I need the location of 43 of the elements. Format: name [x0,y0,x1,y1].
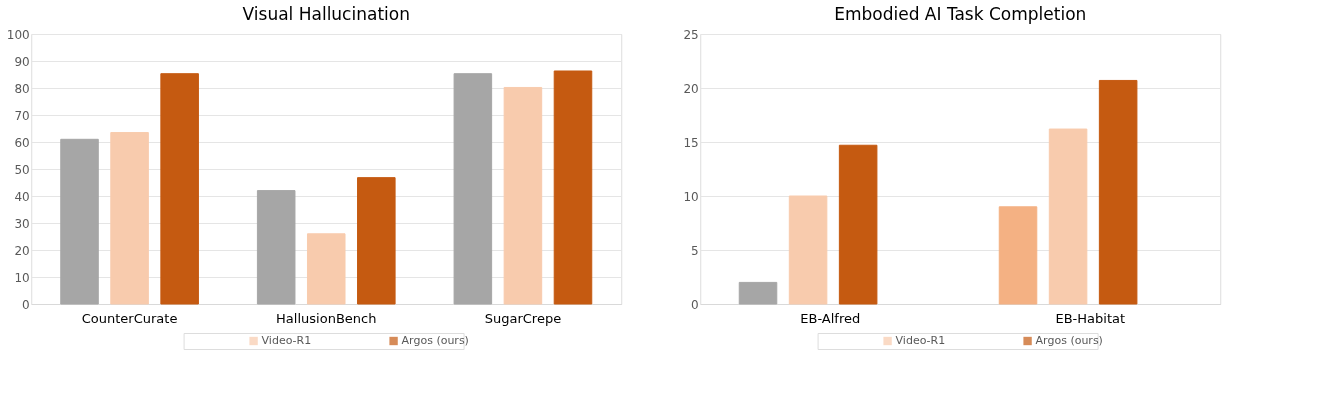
bar [60,138,99,305]
y-tick-label: 100 [6,27,30,42]
bar [306,233,346,305]
y-tick-label: 80 [14,81,30,96]
y-tick-label: 20 [683,81,699,96]
bar [1048,128,1088,305]
bar [256,190,296,305]
bar [738,281,778,305]
y-tick-label: 60 [14,135,30,150]
bar [453,73,493,305]
x-tick-label: SugarCrepe [484,310,562,326]
chart-title: Embodied AI Task Completion [834,4,1087,24]
y-tick-label: 5 [691,243,699,258]
y-tick-label: 20 [14,243,30,258]
bar [838,144,878,305]
chart-title: Visual Hallucination [242,4,410,24]
y-tick-label: 25 [683,27,699,42]
legend-label: Video-R1 [895,334,946,347]
y-tick-label: 10 [683,189,699,204]
legend-label: Argos (ours) [401,334,469,347]
x-tick-label: CounterCurate [81,310,178,326]
bar [160,73,199,305]
y-tick-label: 70 [14,108,30,123]
y-tick-label: 0 [22,297,30,312]
y-tick-label: 15 [683,135,699,150]
y-tick-label: 30 [14,216,30,231]
bar [788,195,828,305]
legend-label: Video-R1 [261,334,312,347]
y-tick-label: 40 [14,189,30,204]
x-tick-label: EB-Alfred [800,310,861,326]
y-tick-label: 90 [14,54,30,69]
y-tick-label: 0 [691,297,699,312]
bar [553,70,593,305]
y-tick-label: 10 [14,270,30,285]
bar [110,132,149,305]
x-tick-label: EB-Habitat [1055,310,1126,326]
bar [1098,79,1138,305]
y-tick-label: 50 [14,162,30,177]
bar [357,177,396,305]
bar [503,86,543,305]
bar [998,206,1038,305]
legend-label: Argos (ours) [1035,334,1103,347]
x-tick-label: HallusionBench [276,310,377,326]
